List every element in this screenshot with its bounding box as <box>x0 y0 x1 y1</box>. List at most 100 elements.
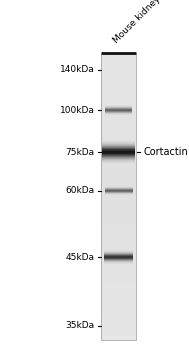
Bar <box>102 149 135 150</box>
Bar <box>101 197 136 202</box>
Bar <box>101 54 136 340</box>
Bar <box>101 83 136 88</box>
Bar <box>101 182 136 187</box>
Bar <box>101 106 136 111</box>
Bar <box>104 256 133 257</box>
Text: Mouse kidney: Mouse kidney <box>112 0 162 46</box>
Bar <box>104 250 133 251</box>
Text: 35kDa: 35kDa <box>65 321 94 330</box>
Bar <box>101 68 136 73</box>
Bar <box>102 151 135 152</box>
Bar <box>101 120 136 126</box>
Bar <box>104 260 133 261</box>
Text: 75kDa: 75kDa <box>65 148 94 157</box>
Bar <box>101 140 136 145</box>
Text: Cortactin: Cortactin <box>144 147 188 157</box>
Bar <box>102 162 135 163</box>
Bar <box>101 192 136 197</box>
Bar <box>101 311 136 316</box>
Bar <box>101 59 136 64</box>
Bar <box>101 87 136 92</box>
Bar <box>104 254 133 255</box>
Bar <box>101 168 136 173</box>
Bar <box>102 152 135 153</box>
Bar <box>102 157 135 158</box>
Bar <box>101 149 136 154</box>
Bar <box>101 130 136 135</box>
Bar <box>104 255 133 256</box>
Bar <box>101 292 136 297</box>
Bar <box>101 249 136 254</box>
Bar <box>101 330 136 335</box>
Bar <box>104 257 133 258</box>
Bar <box>101 111 136 116</box>
Bar <box>101 334 136 340</box>
Bar <box>101 244 136 249</box>
Bar <box>101 211 136 216</box>
Bar <box>101 273 136 278</box>
Bar <box>102 140 135 141</box>
Bar <box>102 143 135 144</box>
Bar <box>101 97 136 102</box>
Bar <box>101 216 136 220</box>
Bar <box>101 102 136 106</box>
Bar <box>101 258 136 264</box>
Bar <box>101 144 136 149</box>
Bar <box>102 161 135 162</box>
Bar <box>104 253 133 254</box>
Bar <box>104 251 133 252</box>
Bar <box>102 152 135 153</box>
Bar <box>102 153 135 154</box>
Bar <box>104 254 133 255</box>
Bar <box>102 159 135 160</box>
Bar <box>101 201 136 206</box>
Text: 100kDa: 100kDa <box>60 106 94 115</box>
Bar <box>101 206 136 211</box>
Bar <box>104 259 133 260</box>
Bar <box>101 177 136 183</box>
Bar <box>102 155 135 156</box>
Bar <box>104 251 133 252</box>
Bar <box>102 146 135 147</box>
Bar <box>101 234 136 240</box>
Bar <box>102 158 135 159</box>
Bar <box>101 230 136 235</box>
Bar <box>101 263 136 268</box>
Bar <box>101 287 136 292</box>
Bar <box>102 144 135 145</box>
Bar <box>102 150 135 151</box>
Bar <box>101 54 136 59</box>
Bar <box>104 262 133 263</box>
Bar <box>101 159 136 163</box>
Bar <box>101 315 136 321</box>
Bar <box>104 253 133 254</box>
Bar <box>101 320 136 325</box>
Bar <box>104 252 133 253</box>
Bar <box>101 306 136 311</box>
Bar <box>101 63 136 69</box>
Bar <box>101 163 136 168</box>
Bar <box>102 147 135 148</box>
Bar <box>102 145 135 146</box>
Text: 45kDa: 45kDa <box>66 253 94 262</box>
Bar <box>101 135 136 140</box>
Bar <box>101 187 136 192</box>
Bar <box>101 154 136 159</box>
Bar <box>104 259 133 260</box>
Bar <box>104 260 133 261</box>
Bar <box>102 144 135 145</box>
Bar <box>101 239 136 244</box>
Bar <box>101 73 136 78</box>
Bar <box>104 261 133 262</box>
Bar <box>102 161 135 162</box>
Bar <box>102 141 135 142</box>
Bar <box>102 148 135 149</box>
Bar <box>102 157 135 158</box>
Bar <box>102 153 135 154</box>
Bar <box>101 173 136 178</box>
Bar <box>101 225 136 230</box>
Bar <box>102 148 135 149</box>
Bar <box>101 92 136 97</box>
Bar <box>101 301 136 306</box>
Bar <box>102 160 135 161</box>
